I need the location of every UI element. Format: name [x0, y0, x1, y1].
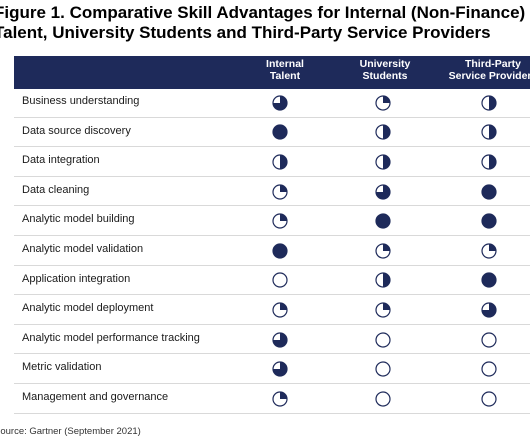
skill-label: Data source discovery — [22, 124, 131, 137]
skill-label: Metric validation — [22, 361, 102, 374]
harvey-ball-icon — [375, 183, 391, 200]
harvey-ball-icon — [481, 302, 497, 318]
column-header-line: Internal — [266, 58, 304, 70]
skill-label: Management and governance — [22, 391, 169, 403]
harvey-ball-icon — [375, 391, 391, 407]
harvey-ball-icon — [375, 361, 391, 377]
harvey-ball-icon — [272, 124, 288, 140]
table-row — [14, 205, 530, 236]
harvey-ball-icon — [375, 302, 391, 318]
skill-label: Analytic model deployment — [22, 302, 154, 315]
table-row — [14, 235, 530, 266]
column-header-line: University — [359, 58, 411, 70]
harvey-ball-icon — [481, 331, 497, 348]
harvey-ball-icon — [481, 272, 497, 288]
skill-label: Data integration — [22, 154, 100, 167]
skill-label: Application integration — [22, 272, 131, 285]
column-header-line: Students — [362, 70, 408, 82]
harvey-ball-icon — [481, 361, 497, 377]
table-row — [14, 87, 530, 118]
skill-label: Data cleaning — [22, 183, 90, 196]
harvey-ball-icon — [375, 331, 391, 348]
column-header-line: Talent — [269, 70, 301, 82]
harvey-ball-icon — [375, 124, 391, 140]
skill-label: Business understanding — [22, 95, 140, 107]
table-row — [14, 176, 530, 207]
table-header-bar — [14, 56, 530, 89]
table-row — [14, 146, 530, 177]
harvey-ball-icon — [375, 95, 391, 111]
harvey-ball-icon — [375, 154, 391, 170]
harvey-ball-icon — [481, 95, 497, 111]
harvey-ball-icon — [272, 302, 288, 318]
table-row — [14, 265, 530, 296]
harvey-ball-icon — [481, 124, 497, 140]
harvey-ball-icon — [375, 272, 391, 288]
harvey-ball-icon — [272, 361, 288, 377]
column-header-line: Third-Party — [464, 58, 521, 70]
harvey-ball-icon — [375, 243, 391, 259]
table-row — [14, 117, 530, 148]
skill-label: Analytic model performance tracking — [22, 331, 200, 344]
figure-source: Source: Gartner (September 2021) — [0, 426, 141, 437]
column-header-university-students: University Students — [330, 58, 440, 82]
harvey-ball-icon — [272, 154, 288, 170]
skill-label: Analytic model validation — [22, 243, 144, 255]
figure-title-line2: Talent, University Students and Third-Pa… — [0, 23, 491, 42]
table-row — [14, 353, 530, 384]
harvey-ball-icon — [481, 243, 497, 259]
harvey-ball-icon — [272, 331, 288, 348]
harvey-ball-icon — [272, 391, 288, 407]
harvey-ball-icon — [481, 183, 497, 200]
harvey-ball-icon — [375, 213, 391, 229]
harvey-ball-icon — [272, 243, 288, 259]
table-row — [14, 383, 530, 414]
harvey-ball-icon — [481, 213, 497, 229]
column-header-third-party: Third-Party Service Providers — [438, 58, 530, 82]
harvey-ball-icon — [272, 213, 288, 229]
harvey-ball-icon — [272, 272, 288, 288]
harvey-ball-icon — [272, 183, 288, 200]
table-row — [14, 294, 530, 325]
skill-label: Analytic model building — [22, 213, 135, 226]
table-row — [14, 324, 530, 355]
column-header-line: Service Providers — [448, 70, 530, 82]
harvey-ball-icon — [481, 391, 497, 407]
figure-title-line1: Figure 1. Comparative Skill Advantages f… — [0, 3, 526, 22]
column-header-internal-talent: Internal Talent — [230, 58, 340, 82]
figure-title: Figure 1. Comparative Skill Advantages f… — [0, 3, 530, 43]
harvey-ball-icon — [481, 154, 497, 170]
harvey-ball-icon — [272, 95, 288, 111]
